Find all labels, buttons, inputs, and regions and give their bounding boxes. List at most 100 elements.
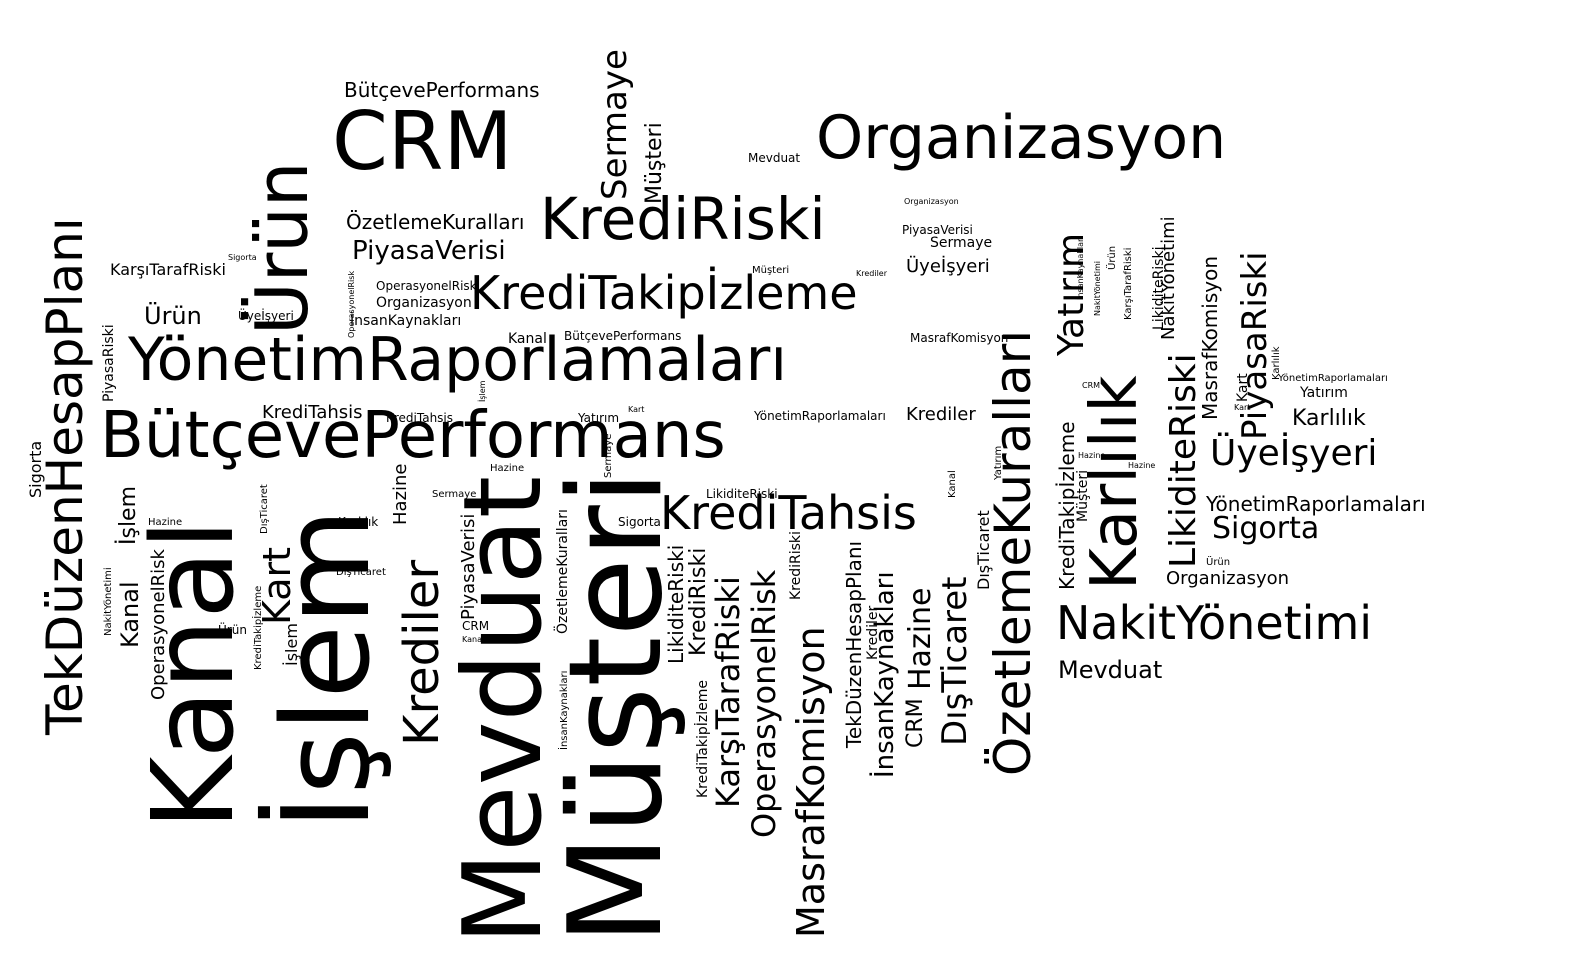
word: Ürün	[144, 302, 202, 330]
word: Yatırım	[578, 411, 620, 425]
word: PiyasaRiski	[101, 324, 117, 402]
word: Üyeİşyeri	[906, 256, 990, 277]
word: Kart	[1235, 373, 1251, 402]
word: Sigorta	[1212, 511, 1320, 546]
word: İşlem	[282, 623, 301, 666]
word: Sigorta	[228, 253, 257, 262]
word: OperasyonelRisk	[376, 279, 477, 293]
word: Karlılık	[1078, 375, 1152, 590]
word: KrediTahsis	[386, 411, 454, 425]
word: LikiditeRiski	[664, 544, 688, 664]
word: Kanal	[508, 331, 547, 347]
word: CRM	[903, 698, 928, 748]
word: KarşıTarafRiski	[709, 576, 747, 808]
word: TekDüzenHesapPlanı	[36, 217, 94, 735]
word: Kanal	[462, 635, 485, 644]
word: İnsanKaynakları	[1076, 236, 1085, 300]
word: Krediler	[906, 404, 976, 425]
word: NakitYönetimi	[1093, 261, 1102, 316]
word: Sermaye	[930, 235, 993, 251]
word: CRM	[462, 619, 490, 633]
word: PiyasaVerisi	[458, 513, 479, 620]
word: CRM	[1082, 381, 1101, 390]
word: ÖzetlemeKuralları	[555, 509, 571, 634]
word: DışTicaret	[974, 510, 993, 590]
word: KrediTakipİzleme	[470, 266, 858, 320]
word: YönetimRaporlamaları	[1206, 492, 1426, 516]
word: Müşteri	[752, 265, 790, 276]
word: KrediTakipİzleme	[1055, 421, 1079, 591]
word: LikiditeRiski	[706, 487, 778, 501]
word: KrediRiski	[540, 185, 826, 253]
word: LikiditeRiski	[1151, 246, 1167, 330]
word: Sigorta	[26, 440, 45, 498]
word: Krediler	[856, 269, 888, 278]
word: OperasyonelRisk	[148, 549, 169, 700]
word: MasrafKomisyon	[789, 626, 833, 938]
word: PiyasaVerisi	[352, 236, 506, 266]
word: Kart	[148, 529, 169, 540]
word: KrediRiski	[686, 547, 711, 656]
word: TekDüzenHesapPlanı	[842, 540, 866, 748]
word: Yatırım	[993, 445, 1004, 480]
word: Sermaye	[432, 489, 477, 500]
word: Mevduat	[1058, 656, 1163, 684]
word: YönetimRaporlamaları	[128, 325, 788, 395]
word: BütçevePerformans	[100, 399, 726, 473]
word: Sigorta	[618, 515, 661, 529]
word: Müşteri	[1075, 470, 1091, 522]
word: DışTicaret	[935, 576, 975, 746]
word: Hazine	[148, 517, 183, 528]
word: DışTicaret	[259, 484, 270, 534]
word: NakitYönetimi	[1056, 596, 1373, 650]
word: Müşteri	[542, 469, 691, 945]
word: KrediTakipİzleme	[253, 585, 264, 670]
word: İnsanKaynakları	[870, 571, 900, 778]
word: BütçevePerformans	[344, 78, 540, 102]
word: Organizasyon	[376, 295, 472, 311]
word: Hazine	[1128, 461, 1156, 470]
word: Üyeİşyeri	[238, 309, 294, 323]
word: DışTicaret	[336, 567, 386, 578]
word: MasrafKomisyon	[910, 331, 1009, 345]
word: Karlılık	[1292, 406, 1366, 431]
word: MasrafKomisyon	[1198, 255, 1222, 420]
word: KrediTakipİzleme	[695, 680, 711, 798]
word: Hazine	[490, 463, 525, 474]
word: PiyasaVerisi	[902, 223, 973, 237]
word: Üyeİşyeri	[1210, 433, 1378, 474]
word: KarşıTarafRiski	[110, 260, 226, 279]
word: Mevduat	[748, 151, 801, 165]
word: Krediler	[865, 605, 881, 660]
word: KrediTahsis	[262, 402, 363, 423]
word: İnsanKaynakları	[350, 313, 462, 329]
word: Ürün	[218, 623, 247, 637]
word: Organizasyon	[904, 197, 959, 206]
word: YönetimRaporlamaları	[1278, 373, 1388, 384]
word: YönetimRaporlamaları	[754, 409, 886, 423]
word: Hazine	[903, 587, 938, 691]
word: ÖzetlemeKuralları	[346, 210, 525, 234]
word: BütçevePerformans	[564, 329, 682, 343]
word: CRM	[332, 95, 513, 188]
word: Hazine	[1078, 451, 1106, 460]
word: KarşıTarafRiski	[1123, 247, 1134, 320]
word: OperasyonelRisk	[745, 569, 783, 838]
word: Kanal	[947, 470, 958, 498]
word: ÖzetlemeKuralları	[984, 329, 1042, 776]
word: İşlem	[116, 485, 141, 545]
word: Ürün	[1206, 557, 1231, 568]
word: KrediRiski	[788, 531, 804, 600]
word: KrediTahsis	[660, 486, 917, 540]
word: Ürün	[1107, 245, 1118, 270]
word: Organizasyon	[816, 103, 1227, 173]
word: Yatırım	[1300, 385, 1348, 401]
word: İnsanKaynakları	[559, 670, 570, 750]
word: Kart	[1234, 403, 1251, 412]
word: Kanal	[116, 581, 144, 648]
word: NakitYönetimi	[103, 567, 114, 636]
word: Karlılık	[338, 515, 379, 529]
word: Organizasyon	[1166, 568, 1290, 589]
word: Kart	[628, 405, 645, 414]
